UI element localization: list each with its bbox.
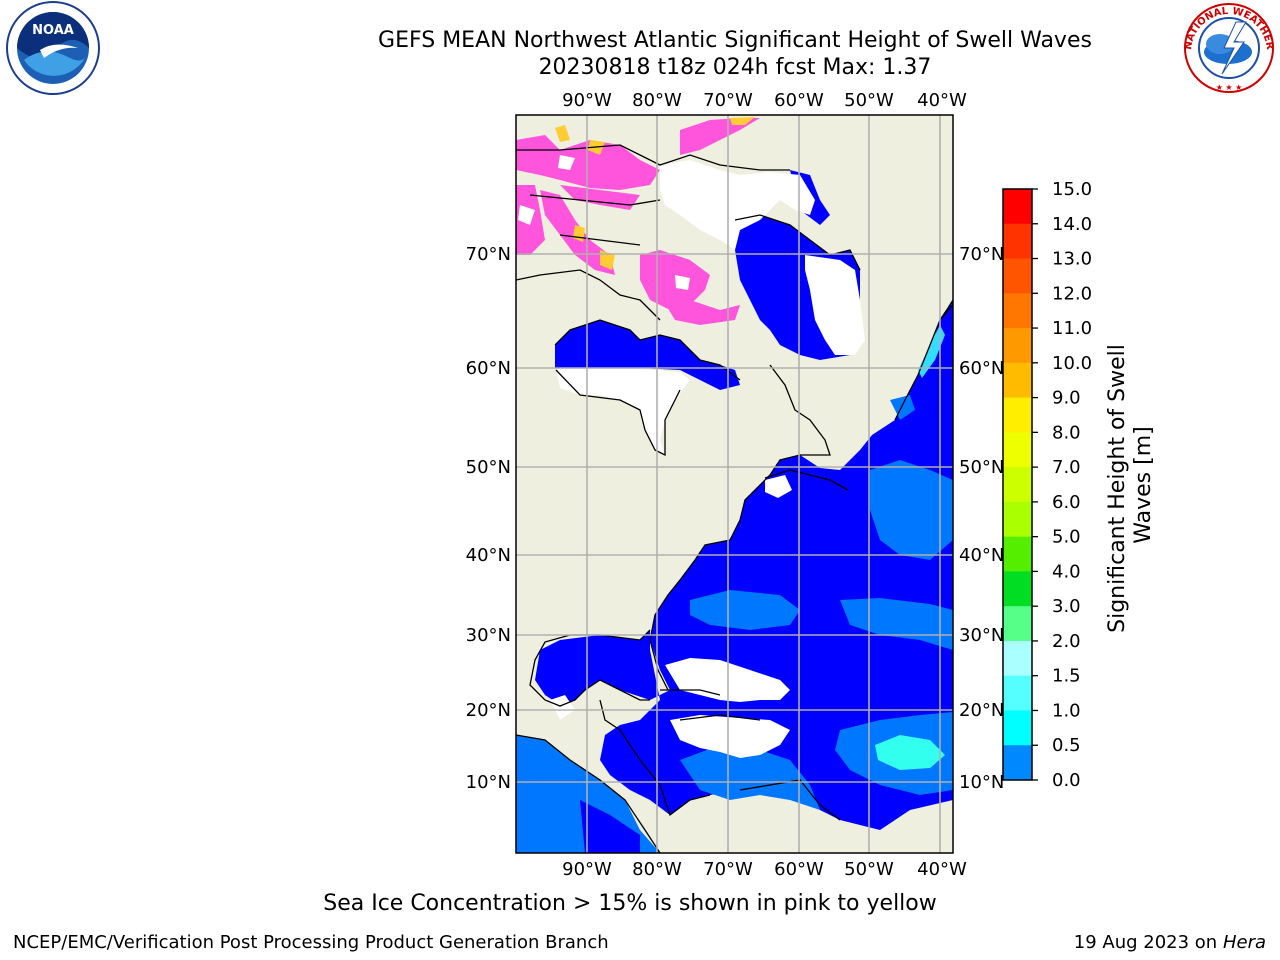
colorbar-label-line1: Significant Height of Swell (1105, 344, 1130, 633)
lat-label-right: 40°N (959, 545, 1004, 566)
colorbar-segment (1003, 536, 1032, 572)
no-data-region (660, 160, 815, 250)
colorbar-segment (1003, 606, 1032, 642)
colorbar-tick-label: 9.0 (1052, 388, 1081, 409)
colorbar-tick-label: 8.0 (1052, 422, 1081, 443)
colorbar-segment (1003, 189, 1032, 225)
colorbar-label-line2: Waves [m] (1131, 426, 1156, 543)
colorbar-tick-label: 14.0 (1052, 214, 1092, 235)
lat-label-right: 30°N (959, 625, 1004, 646)
lon-label-top: 60°W (774, 90, 824, 111)
lon-label-top: 90°W (562, 90, 612, 111)
colorbar-segment (1003, 501, 1032, 538)
colorbar-segment (1003, 293, 1032, 329)
lat-label-left: 30°N (466, 625, 511, 646)
lon-label-top: 40°W (917, 90, 967, 111)
lat-label-right: 70°N (959, 244, 1004, 265)
map-area (516, 115, 953, 853)
colorbar-tick-label: 11.0 (1052, 318, 1092, 339)
colorbar-tick-label: 12.0 (1052, 283, 1092, 304)
colorbar (1003, 189, 1032, 781)
footer-date: 19 Aug 2023 on Hera (1074, 932, 1266, 953)
footer-credit: NCEP/EMC/Verification Post Processing Pr… (13, 932, 609, 953)
colorbar-segment (1003, 362, 1032, 399)
lon-label-bottom: 70°W (703, 859, 753, 880)
lon-label-top: 50°W (844, 90, 894, 111)
colorbar-tick-label: 0.0 (1052, 770, 1081, 791)
colorbar-segment (1003, 432, 1032, 468)
colorbar-tick-label: 3.0 (1052, 596, 1081, 617)
gridlines (516, 115, 953, 853)
colorbar-segment (1003, 571, 1032, 607)
lon-label-bottom: 40°W (917, 859, 967, 880)
atlantic-ocean (535, 300, 953, 830)
nws-logo: NATIONAL WEATHER SERVICE ★ ★ ★ (1178, 0, 1275, 93)
lat-label-right: 10°N (959, 772, 1004, 793)
colorbar-tick-label: 1.5 (1052, 666, 1081, 687)
colorbar-tick-label: 6.0 (1052, 492, 1081, 513)
lon-label-bottom: 50°W (844, 859, 894, 880)
lat-label-right: 20°N (959, 700, 1004, 721)
colorbar-tick-label: 10.0 (1052, 353, 1092, 374)
lat-label-left: 20°N (466, 700, 511, 721)
lat-label-left: 10°N (466, 772, 511, 793)
colorbar-segment (1003, 467, 1032, 503)
lat-label-right: 50°N (959, 457, 1004, 478)
lon-label-bottom: 60°W (774, 859, 824, 880)
lat-label-left: 40°N (466, 545, 511, 566)
colorbar-segment (1003, 640, 1032, 677)
colorbar-segment (1003, 675, 1032, 711)
sea-ice-note: Sea Ice Concentration > 15% is shown in … (323, 891, 937, 916)
colorbar-tick-label: 15.0 (1052, 179, 1092, 200)
colorbar-segment (1003, 258, 1032, 294)
colorbar-segment (1003, 397, 1032, 433)
colorbar-tick-label: 0.5 (1052, 735, 1081, 756)
lat-label-left: 70°N (466, 244, 511, 265)
lon-label-bottom: 80°W (632, 859, 682, 880)
lat-label-left: 50°N (466, 457, 511, 478)
colorbar-segment (1003, 710, 1032, 746)
pacific-ocean (516, 735, 660, 853)
colorbar-ticks: 15.0 14.0 13.0 12.0 11.0 10.0 9.0 8.0 7.0 6.0 5.0 4… (1032, 179, 1092, 791)
colorbar-segment (1003, 328, 1032, 364)
colorbar-segment (1003, 745, 1032, 781)
chart-title: GEFS MEAN Northwest Atlantic Significant… (378, 28, 1092, 53)
colorbar-tick-label: 13.0 (1052, 249, 1092, 270)
noaa-logo: NOAA (6, 1, 100, 95)
lon-label-top: 70°W (703, 90, 753, 111)
colorbar-tick-label: 7.0 (1052, 457, 1081, 478)
footer-machine: Hera (1222, 932, 1266, 953)
lat-label-left: 60°N (466, 358, 511, 379)
colorbar-segment (1003, 223, 1032, 260)
colorbar-frame (1002, 188, 1033, 781)
chart-subtitle: 20230818 t18z 024h fcst Max: 1.37 (538, 55, 932, 80)
colorbar-tick-label: 4.0 (1052, 561, 1081, 582)
colorbar-tick-label: 1.0 (1052, 700, 1081, 721)
lat-label-right: 60°N (959, 358, 1004, 379)
noaa-logo-text: NOAA (32, 23, 74, 38)
map-frame (515, 114, 954, 854)
footer-date-text: 19 Aug 2023 on (1073, 932, 1218, 953)
svg-text:★ ★ ★: ★ ★ ★ (1216, 83, 1243, 92)
hudson-bay (555, 320, 740, 390)
lon-label-bottom: 90°W (562, 859, 612, 880)
lon-label-top: 80°W (632, 90, 682, 111)
colorbar-tick-label: 5.0 (1052, 527, 1081, 548)
colorbar-label: Significant Height of Swell Waves [m] (1105, 337, 1156, 633)
colorbar-tick-label: 2.0 (1052, 631, 1081, 652)
